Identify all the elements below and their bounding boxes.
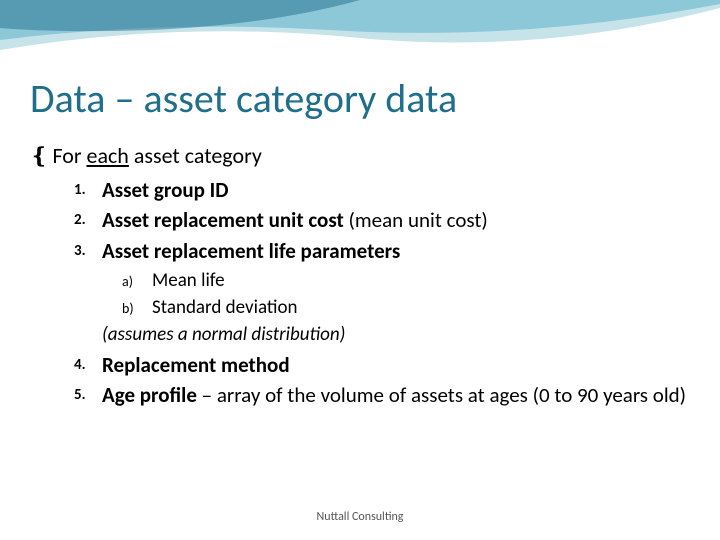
footer-text: Nuttall Consulting <box>0 510 720 524</box>
intro-underlined: each <box>87 142 129 169</box>
intro-prefix: For <box>52 142 86 169</box>
assumption-note: (assumes a normal distribution) <box>102 323 690 346</box>
item-number: 1. <box>74 175 102 205</box>
sub-item: a) Mean life <box>122 268 690 295</box>
list-item: 3. Asset replacement life parameters <box>74 236 690 266</box>
numbered-list-top: 1. Asset group ID 2. Asset replacement u… <box>74 175 690 266</box>
slide-title: Data – asset category data <box>30 78 690 120</box>
list-item: 5. Age profile – array of the volume of … <box>74 380 690 410</box>
sub-text: Mean life <box>152 268 225 295</box>
item-number: 3. <box>74 236 102 266</box>
sub-label: a) <box>122 268 152 295</box>
slide-content: Data – asset category data ❴ For each as… <box>30 78 690 410</box>
intro-line: ❴ For each asset category <box>30 142 690 169</box>
item-body: Asset group ID <box>102 175 690 205</box>
item-bold: Asset group ID <box>102 177 229 203</box>
intro-text: For each asset category <box>52 142 261 169</box>
intro-suffix: asset category <box>129 142 262 169</box>
item-body: Replacement method <box>102 350 690 380</box>
item-number: 2. <box>74 205 102 235</box>
sub-text: Standard deviation <box>152 295 297 322</box>
item-bold: Replacement method <box>102 352 290 378</box>
numbered-list-bottom: 4. Replacement method 5. Age profile – a… <box>74 350 690 411</box>
sub-list: a) Mean life b) Standard deviation <box>122 268 690 321</box>
item-body: Asset replacement unit cost (mean unit c… <box>102 205 690 235</box>
item-body: Age profile – array of the volume of ass… <box>102 380 690 410</box>
bullet-icon: ❴ <box>30 142 48 169</box>
list-item: 1. Asset group ID <box>74 175 690 205</box>
item-number: 4. <box>74 350 102 380</box>
item-number: 5. <box>74 380 102 410</box>
item-bold: Age profile <box>102 382 197 408</box>
item-rest: – array of the volume of assets at ages … <box>197 382 686 408</box>
sub-item: b) Standard deviation <box>122 295 690 322</box>
list-item: 2. Asset replacement unit cost (mean uni… <box>74 205 690 235</box>
item-bold: Asset replacement unit cost <box>102 207 344 233</box>
header-swoosh <box>0 0 720 65</box>
item-rest: (mean unit cost) <box>344 207 488 233</box>
item-bold: Asset replacement life parameters <box>102 238 400 264</box>
list-item: 4. Replacement method <box>74 350 690 380</box>
item-body: Asset replacement life parameters <box>102 236 690 266</box>
sub-label: b) <box>122 295 152 322</box>
